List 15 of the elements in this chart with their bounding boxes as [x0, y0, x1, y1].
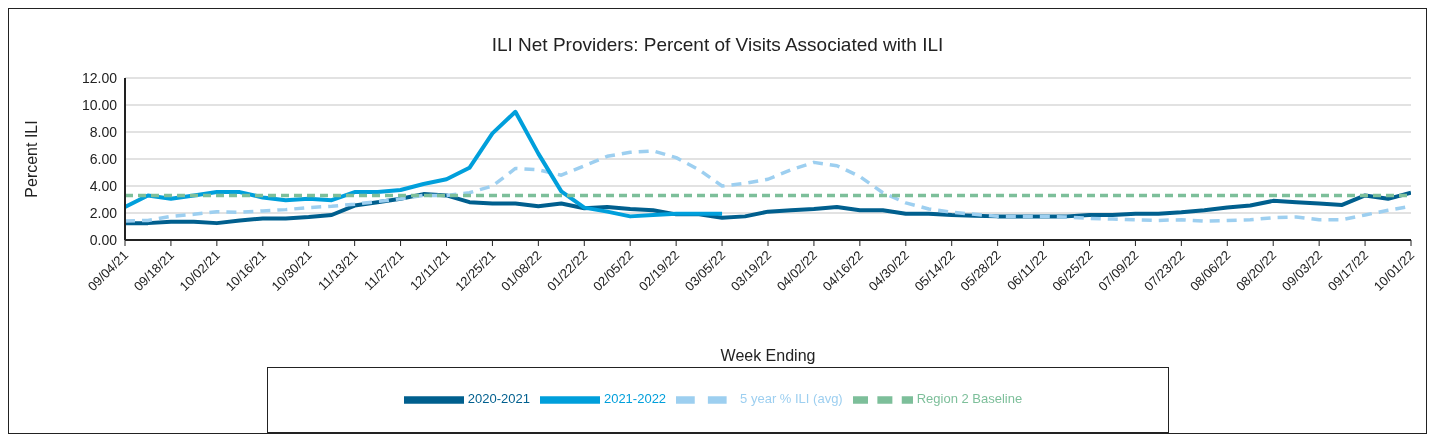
- y-tick-label: 2.00: [89, 204, 118, 221]
- y-tick-label: 10.00: [81, 96, 118, 113]
- x-axis-title: Week Ending: [720, 347, 816, 364]
- chart-title: ILI Net Providers: Percent of Visits Associated with ILI: [490, 34, 945, 56]
- legend-label: 5 year % ILI (avg): [740, 391, 843, 407]
- legend-label: 2020-2021: [467, 391, 530, 407]
- line-series: [125, 109, 725, 219]
- y-tick-label: 12.00: [81, 69, 118, 86]
- legend-label: 2021-2022: [603, 391, 667, 407]
- y-tick-label: 6.00: [89, 150, 118, 167]
- y-tick-label: 0.00: [89, 231, 118, 248]
- legend-label: Region 2 Baseline: [916, 391, 1023, 407]
- y-tick-label: 8.00: [89, 123, 118, 140]
- y-axis-title: Percent ILI: [22, 120, 40, 198]
- y-tick-label: 4.00: [89, 177, 118, 194]
